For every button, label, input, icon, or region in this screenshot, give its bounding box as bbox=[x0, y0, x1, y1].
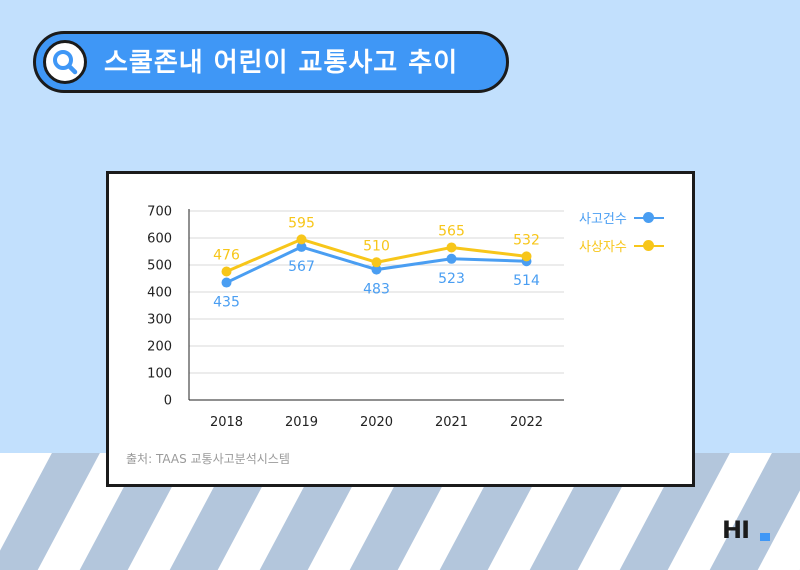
data-point bbox=[371, 257, 382, 268]
chart-card: 0 100 200 300 400 500 600 700 2018 2019 2020 2021 20… bbox=[106, 171, 695, 487]
data-label: 595 bbox=[288, 215, 315, 231]
brand-logo-accent bbox=[760, 533, 770, 541]
page-title: 스쿨존내 어린이 교통사고 추이 bbox=[104, 48, 459, 78]
y-tick-label: 0 bbox=[164, 394, 172, 409]
data-label: 483 bbox=[363, 282, 390, 298]
data-label: 510 bbox=[363, 238, 390, 254]
legend-marker bbox=[643, 212, 654, 223]
legend-marker bbox=[643, 240, 654, 251]
data-label: 532 bbox=[513, 232, 540, 248]
data-point bbox=[221, 266, 232, 277]
x-tick-label: 2021 bbox=[435, 415, 468, 430]
data-point bbox=[521, 251, 532, 262]
data-point bbox=[221, 277, 232, 288]
data-label: 476 bbox=[213, 247, 240, 263]
y-tick-label: 700 bbox=[147, 205, 172, 220]
data-label: 523 bbox=[438, 271, 465, 287]
y-tick-label: 200 bbox=[147, 340, 172, 355]
search-icon bbox=[43, 40, 87, 84]
x-tick-label: 2020 bbox=[360, 415, 393, 430]
data-point bbox=[446, 253, 457, 264]
y-tick-label: 100 bbox=[147, 367, 172, 382]
data-point bbox=[296, 234, 307, 245]
source-note: 출처: TAAS 교통사고분석시스템 bbox=[126, 452, 290, 466]
data-label: 514 bbox=[513, 273, 540, 289]
y-tick-label: 500 bbox=[147, 259, 172, 274]
y-tick-label: 400 bbox=[147, 286, 172, 301]
data-point bbox=[296, 241, 307, 252]
data-label: 567 bbox=[288, 259, 315, 275]
data-label: 435 bbox=[213, 295, 240, 311]
data-label: 565 bbox=[438, 223, 465, 239]
legend-label: 사상자수 bbox=[579, 240, 627, 255]
y-tick-label: 300 bbox=[147, 313, 172, 328]
y-tick-label: 600 bbox=[147, 232, 172, 247]
data-point bbox=[371, 264, 382, 275]
line-chart: 0 100 200 300 400 500 600 700 2018 2019 2020 2021 20… bbox=[147, 205, 564, 430]
x-tick-label: 2018 bbox=[210, 415, 243, 430]
data-point bbox=[446, 242, 457, 253]
brand-logo: HI bbox=[722, 516, 750, 544]
title-banner: 스쿨존내 어린이 교통사고 추이 bbox=[33, 31, 509, 93]
x-tick-label: 2022 bbox=[510, 415, 543, 430]
x-tick-label: 2019 bbox=[285, 415, 318, 430]
legend-label: 사고건수 bbox=[579, 212, 627, 227]
